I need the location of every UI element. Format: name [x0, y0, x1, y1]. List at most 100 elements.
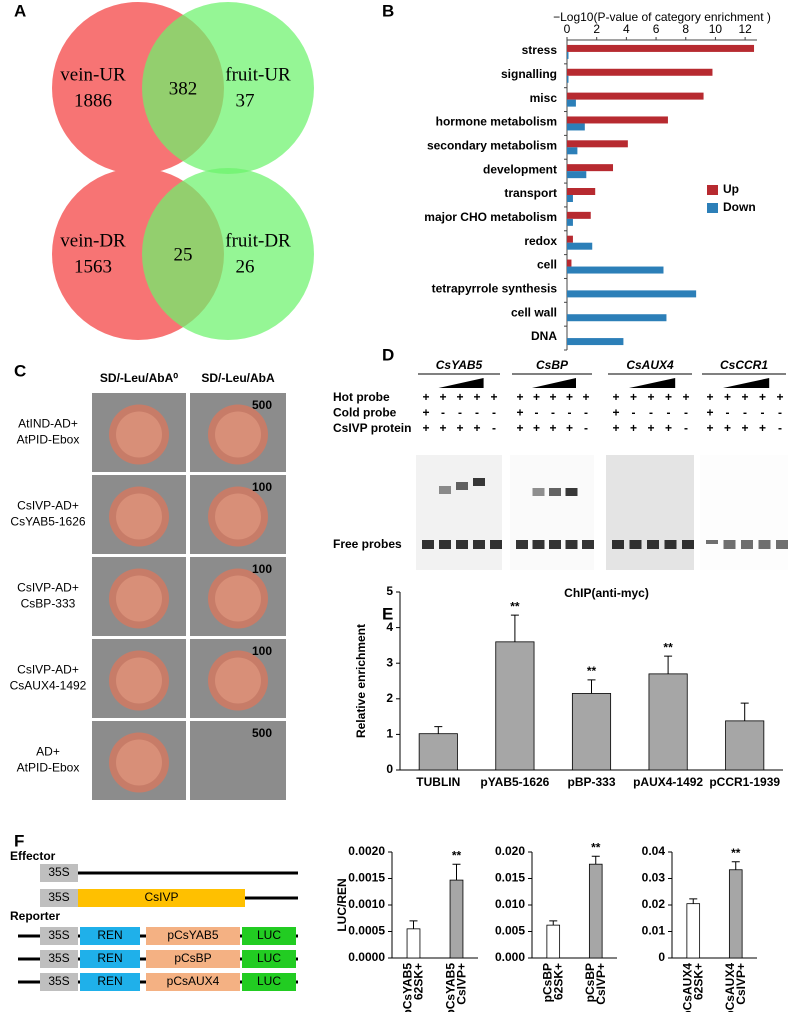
construct-part	[40, 927, 78, 945]
category-label: secondary metabolism	[427, 138, 557, 152]
lane-sign: -	[649, 406, 653, 420]
lane-sign: -	[684, 406, 688, 420]
lane-sign: -	[726, 406, 730, 420]
row-label: AtPID-Ebox	[17, 433, 80, 447]
y-tick-label: 1	[386, 727, 393, 741]
y-tick-label: 2	[386, 691, 393, 705]
x-tick-label: pCsYAB5	[401, 963, 415, 1012]
error-bar	[591, 855, 600, 865]
significance-label: **	[587, 664, 597, 678]
y-tick-label: 0.000	[495, 950, 525, 964]
lane-sign: +	[706, 406, 713, 420]
row-label: AtIND-AD+	[18, 417, 78, 431]
lane-sign: -	[667, 406, 671, 420]
construct-part-label: REN	[97, 928, 122, 942]
lane-sign: -	[684, 421, 688, 435]
category-label: stress	[522, 43, 558, 57]
venn-right-label: fruit-DR	[225, 230, 291, 251]
emsa-row-label: Cold probe	[333, 406, 397, 420]
free-probe-band	[473, 540, 485, 549]
lane-sign: -	[441, 406, 445, 420]
y-tick-label: 3	[386, 655, 393, 669]
construct-part-label: LUC	[257, 951, 281, 965]
bar	[567, 259, 572, 267]
lane-sign: +	[612, 390, 619, 404]
y-tick-label: 0.01	[642, 924, 666, 938]
bar	[495, 641, 535, 771]
bar	[567, 211, 591, 219]
bar	[567, 242, 593, 250]
row-label: CsYAB5-1626	[10, 515, 85, 529]
aba-concentration: 100	[252, 480, 272, 494]
lane-sign: +	[566, 421, 573, 435]
colony-center	[116, 493, 162, 540]
shift-band	[565, 488, 578, 496]
row-label: CsIVP-AD+	[17, 581, 79, 595]
lane-sign: +	[741, 390, 748, 404]
shift-band	[439, 486, 451, 494]
aba-concentration: 500	[252, 398, 272, 412]
lane-sign: +	[516, 421, 523, 435]
category-label: major CHO metabolism	[424, 210, 557, 224]
column-header: SD/-Leu/AbA	[201, 371, 275, 385]
error-bar	[452, 863, 461, 881]
bar	[567, 51, 569, 59]
venn-left-label: vein-UR	[60, 64, 126, 85]
legend-swatch	[707, 185, 718, 195]
shift-band	[549, 488, 561, 496]
construct-part-label: CsIVP	[144, 890, 178, 904]
colony-center	[215, 575, 261, 622]
panel-label: E	[382, 604, 393, 623]
construct-part-label: 35S	[48, 951, 69, 965]
category-label: misc	[530, 91, 558, 105]
venn-right-label: fruit-UR	[225, 64, 291, 85]
y-tick-label: 0	[658, 950, 665, 964]
lane-sign: +	[706, 421, 713, 435]
bar	[571, 693, 612, 771]
x-tick-label: 2	[593, 22, 600, 36]
category-label: DNA	[531, 329, 557, 343]
lane-sign: -	[551, 406, 555, 420]
x-tick-label: pBP-333	[567, 775, 615, 789]
bar	[567, 338, 624, 346]
free-probe-band	[647, 540, 659, 549]
lane-sign: -	[778, 421, 782, 435]
error-bar	[740, 702, 749, 721]
lane-sign: -	[632, 406, 636, 420]
panel-label: B	[382, 1, 394, 20]
x-tick-label: pYAB5-1626	[480, 775, 549, 789]
lane-sign: +	[516, 390, 523, 404]
error-bar	[549, 920, 558, 926]
y-tick-label: 0.010	[495, 897, 525, 911]
category-label: cell wall	[511, 305, 557, 319]
lane-sign: +	[724, 421, 731, 435]
category-label: cell	[537, 258, 557, 272]
free-probe-band	[439, 540, 451, 549]
error-bar	[434, 726, 443, 734]
category-label: transport	[504, 186, 557, 200]
bar	[728, 869, 743, 959]
probe-wedge	[438, 378, 484, 388]
y-tick-label: 0.0015	[348, 871, 385, 885]
construct-part-label: 35S	[48, 890, 69, 904]
bar	[567, 218, 573, 226]
free-probe-band	[532, 540, 545, 549]
free-probe-band	[723, 540, 736, 549]
emsa-row-label: Hot probe	[333, 390, 390, 404]
bar	[567, 235, 573, 243]
lane-sign: -	[584, 406, 588, 420]
gene-name: CsBP	[536, 358, 569, 372]
lane-sign: -	[778, 406, 782, 420]
gene-name: CsAUX4	[626, 358, 674, 372]
free-probe-label: Free probes	[333, 537, 402, 551]
free-probe-band	[664, 540, 677, 549]
construct-part	[40, 889, 78, 907]
lane-sign: +	[582, 390, 589, 404]
construct-part	[40, 950, 78, 968]
bar	[567, 140, 628, 148]
error-bar	[664, 655, 673, 674]
venn-right-count: 26	[236, 256, 255, 277]
construct-part	[146, 973, 240, 991]
free-probe-band	[549, 540, 561, 549]
lane-sign: +	[706, 390, 713, 404]
